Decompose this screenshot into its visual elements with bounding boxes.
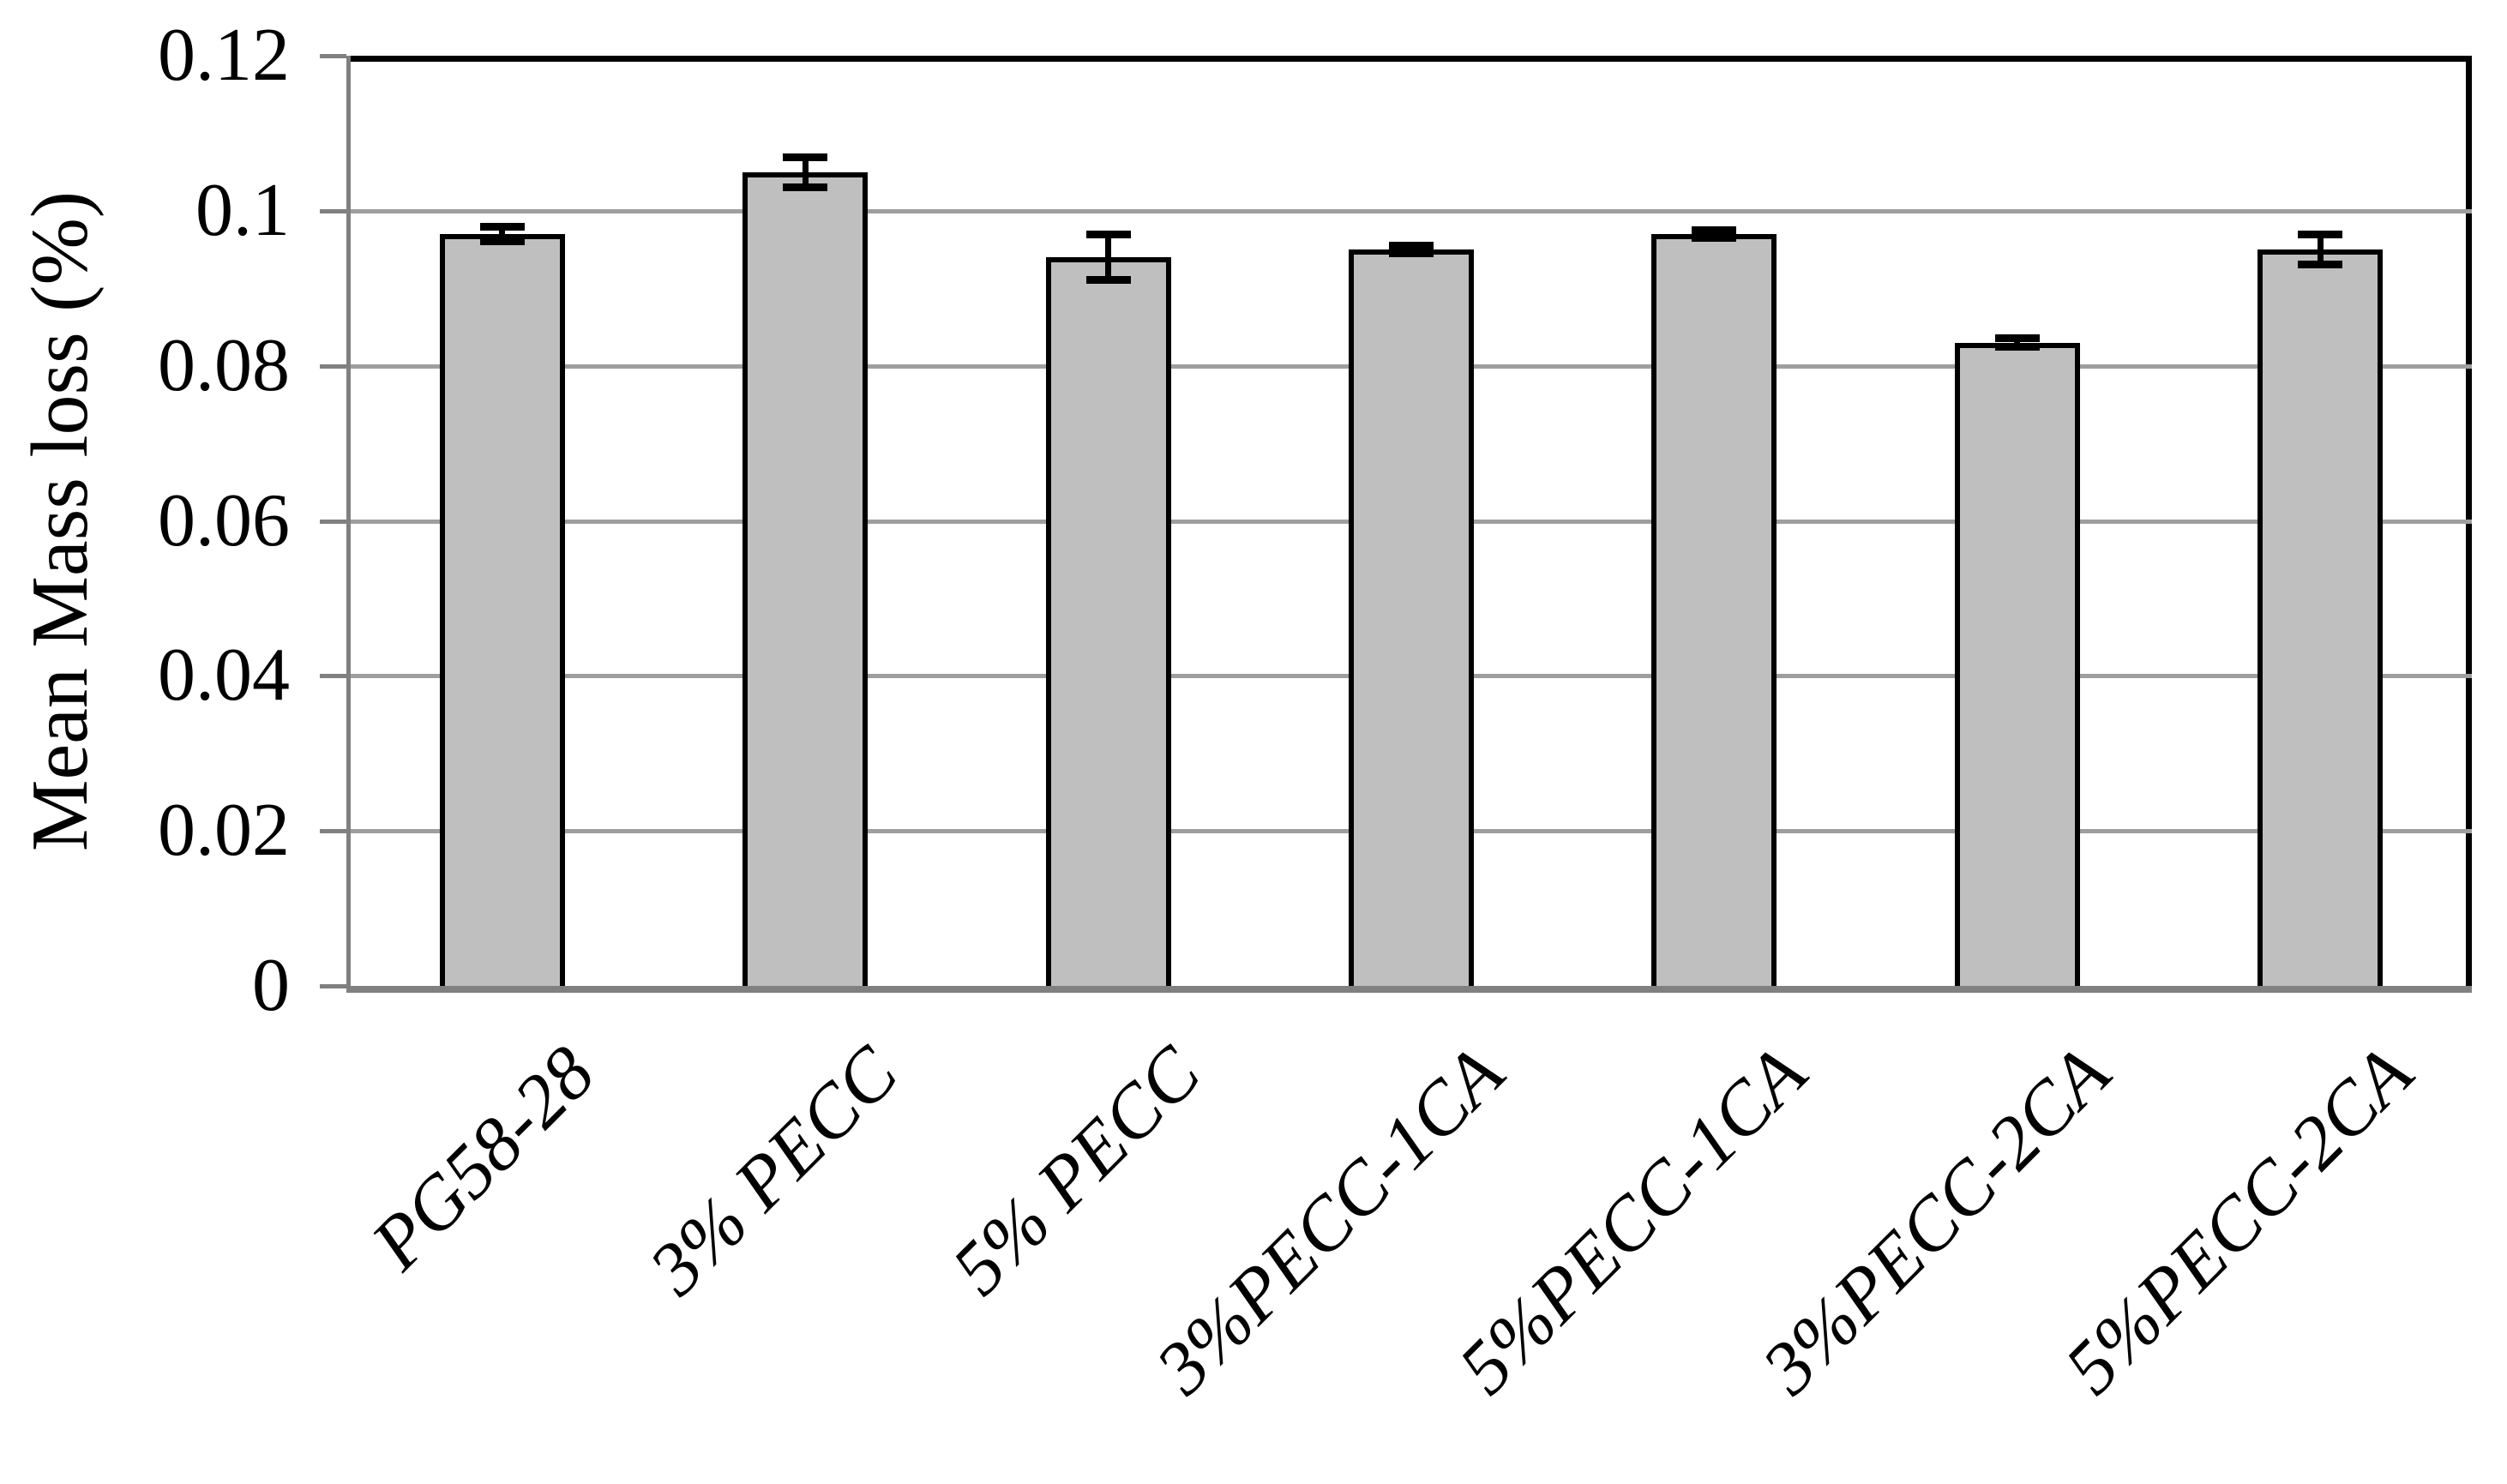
y-tick-label: 0.06: [158, 478, 290, 562]
error-bar-bottom-cap: [1085, 276, 1131, 285]
y-tick-label: 0.1: [195, 168, 290, 252]
y-tick-mark: [320, 208, 346, 213]
error-bar-bottom-cap: [1389, 249, 1434, 258]
gridline: [351, 208, 2472, 213]
bar: [1651, 233, 1777, 986]
error-bar-bottom-cap: [1692, 234, 1737, 243]
error-bar-top-cap: [1692, 225, 1737, 234]
y-tick-label: 0: [252, 944, 290, 1027]
error-bar-whisker: [1408, 244, 1415, 255]
y-tick-mark: [320, 363, 346, 369]
y-tick-mark: [320, 984, 346, 988]
y-tick-mark: [320, 829, 346, 834]
error-bar-whisker: [1710, 229, 1717, 239]
y-axis-line: [346, 56, 351, 993]
error-bar-whisker: [802, 156, 809, 188]
y-tick-label: 0.12: [158, 14, 290, 97]
x-category-label: 5% PECC: [936, 1030, 1217, 1311]
y-tick-mark: [320, 674, 346, 679]
x-category-label: PG58-28: [356, 1030, 611, 1286]
error-bar-whisker: [1105, 233, 1112, 281]
bar: [1954, 342, 2080, 986]
error-bar-bottom-cap: [783, 183, 828, 191]
y-tick-label: 0.04: [158, 634, 290, 718]
bar: [439, 233, 565, 986]
y-tick-mark: [320, 54, 346, 58]
error-bar-whisker: [2317, 233, 2324, 266]
error-bar-bottom-cap: [1994, 342, 2040, 351]
bar: [742, 171, 869, 986]
y-tick-mark: [320, 519, 346, 524]
error-bar-whisker: [2014, 338, 2021, 347]
error-bar-top-cap: [1085, 230, 1131, 238]
bar: [1045, 257, 1171, 986]
bar: [1349, 249, 1474, 986]
bar: [2258, 249, 2384, 986]
y-tick-label: 0.08: [158, 323, 290, 407]
error-bar-bottom-cap: [479, 237, 525, 245]
error-bar-top-cap: [1389, 241, 1434, 249]
error-bar-top-cap: [1994, 334, 2040, 343]
x-axis-line: [346, 986, 2472, 993]
error-bar-bottom-cap: [2298, 261, 2343, 269]
x-category-label: 3% PECC: [634, 1030, 914, 1311]
y-tick-label: 0.02: [158, 789, 290, 873]
error-bar-top-cap: [783, 153, 828, 161]
error-bar-top-cap: [479, 222, 525, 231]
error-bar-whisker: [499, 225, 506, 242]
error-bar-top-cap: [2298, 230, 2343, 238]
